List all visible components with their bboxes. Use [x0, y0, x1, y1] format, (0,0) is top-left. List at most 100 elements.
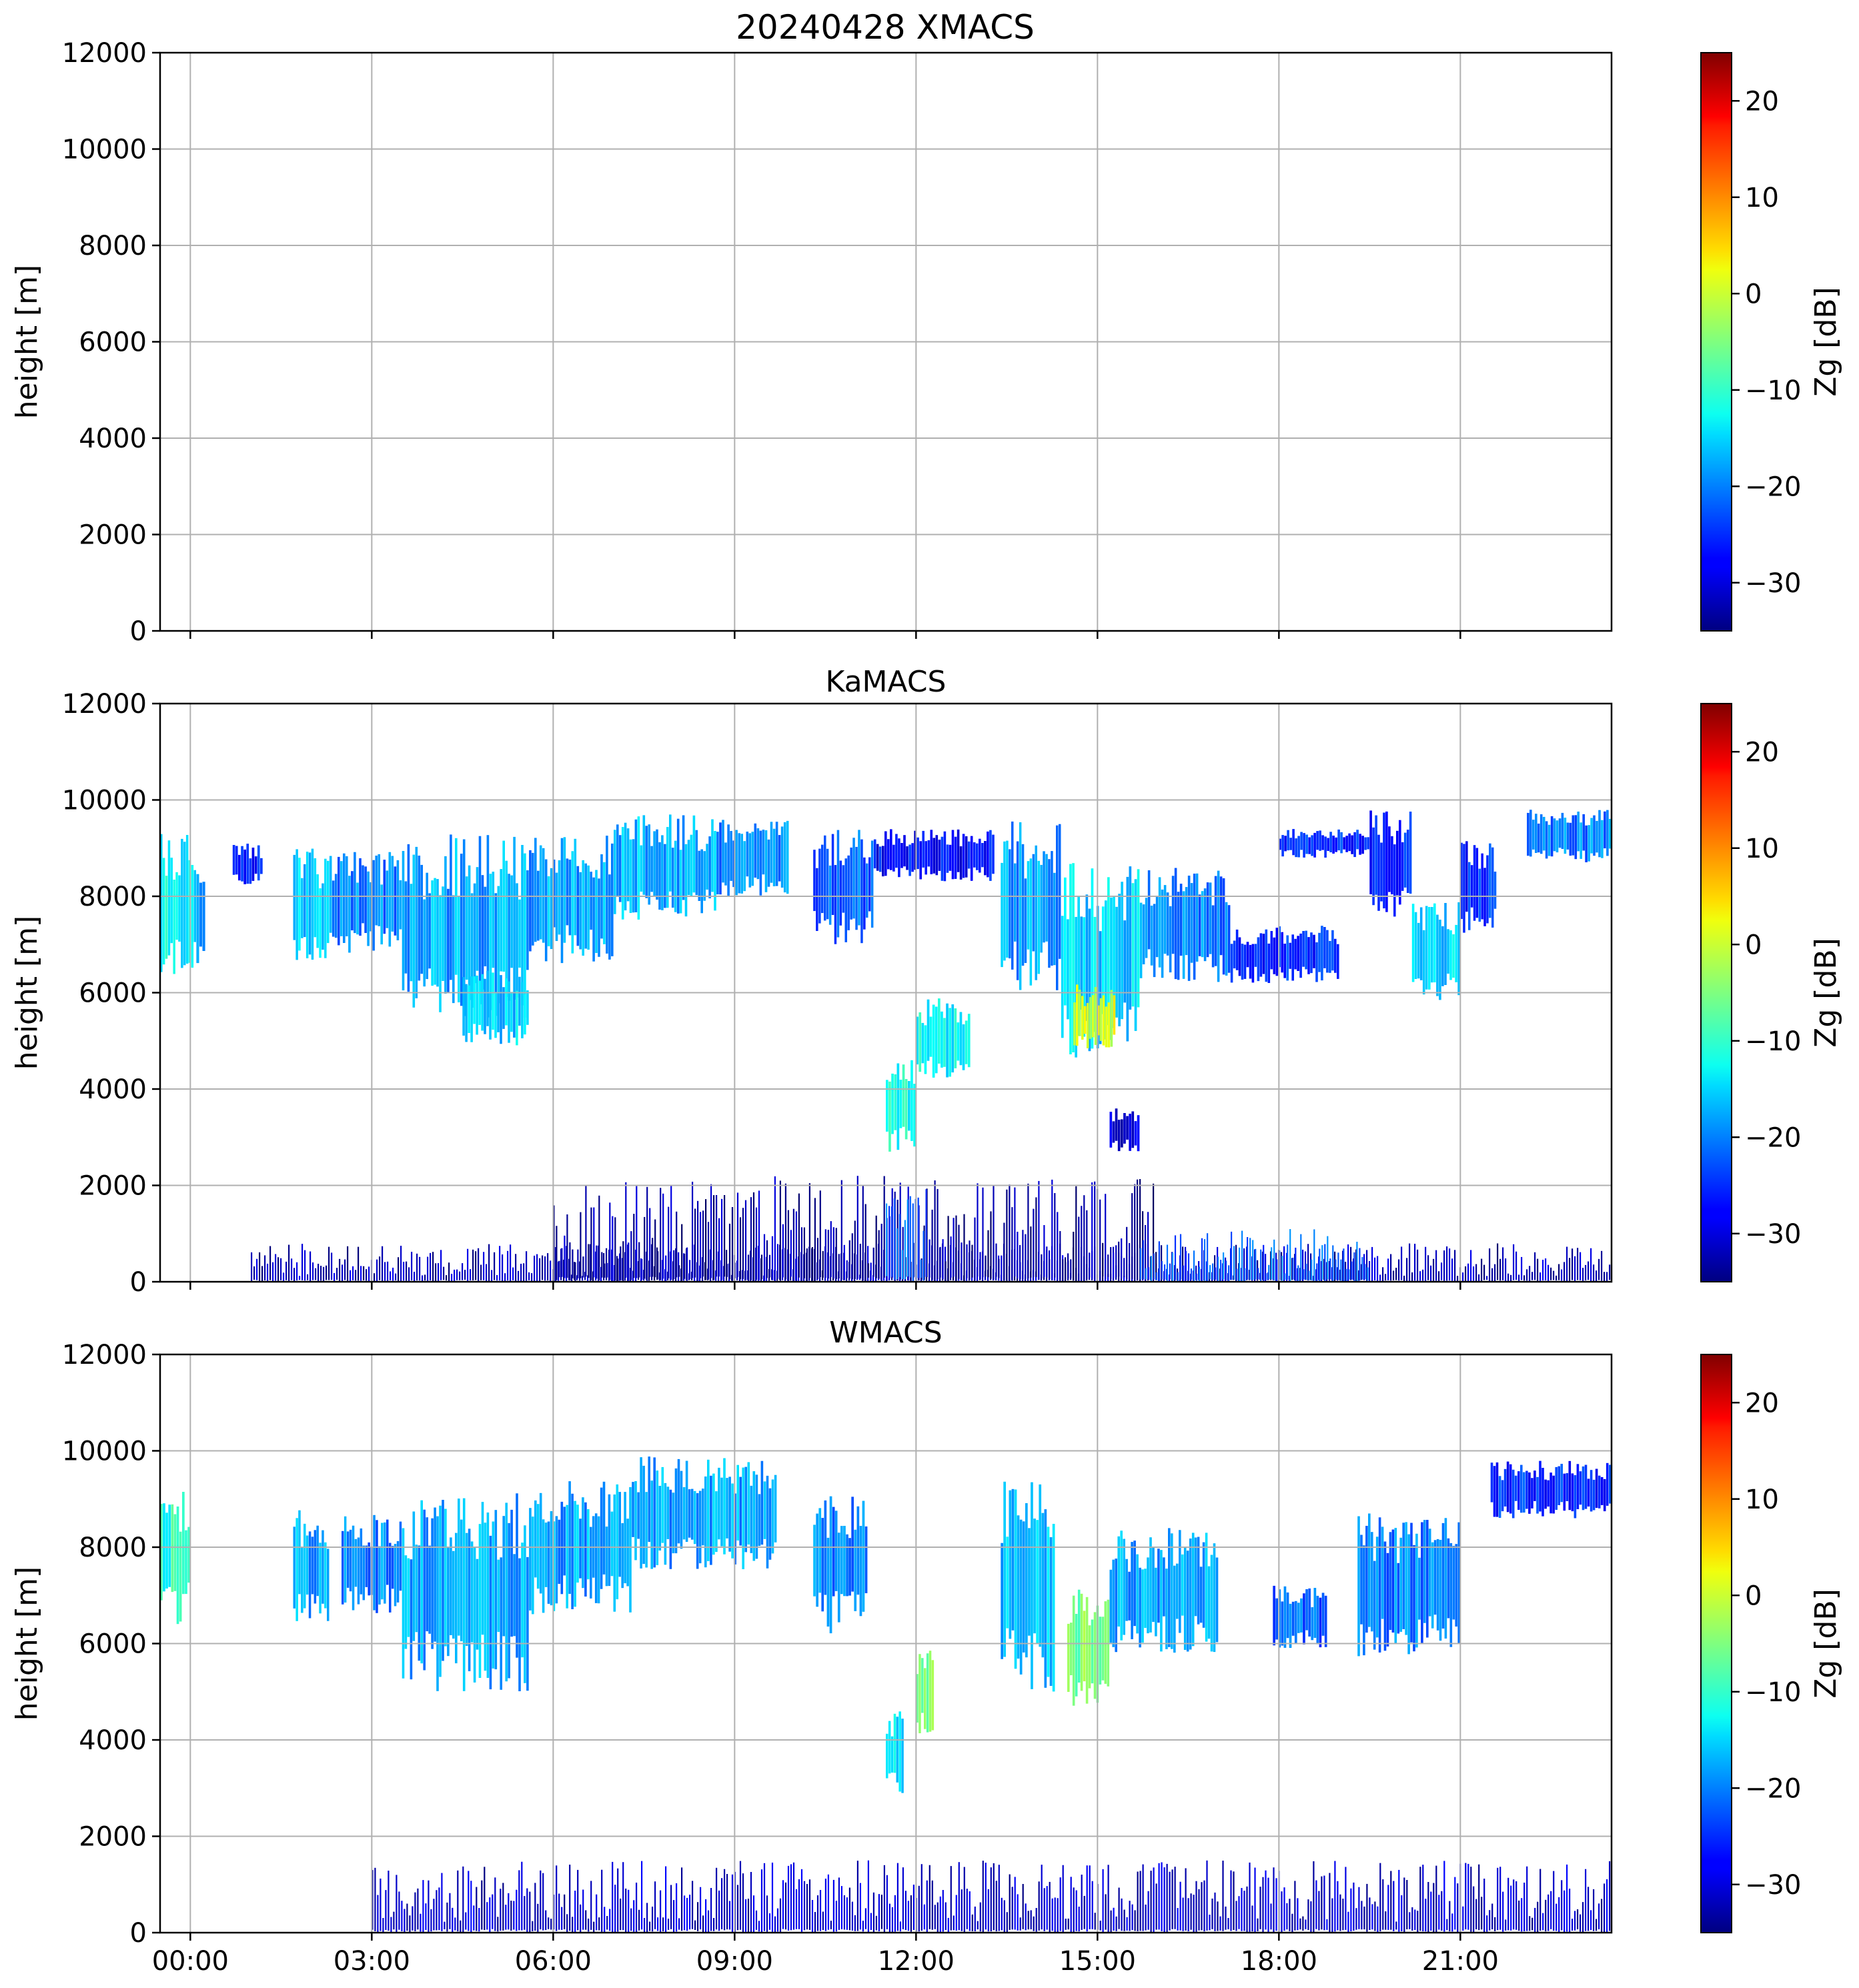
echo-column — [916, 837, 919, 870]
echo-column — [884, 831, 887, 876]
echo-column — [596, 1245, 598, 1279]
echo-column — [165, 1513, 168, 1589]
echo-column — [819, 1890, 822, 1931]
echo-column — [199, 882, 202, 947]
echo-column — [705, 1199, 707, 1280]
echo-column — [939, 1896, 941, 1933]
echo-column — [601, 1252, 603, 1278]
echo-column — [342, 1264, 344, 1282]
echo-column — [571, 1274, 573, 1282]
echo-column — [1190, 883, 1193, 963]
echo-column — [165, 876, 168, 959]
echo-column — [1145, 1268, 1147, 1280]
echo-column — [1080, 1593, 1083, 1691]
echo-column — [1542, 1913, 1544, 1931]
echo-column — [624, 1492, 626, 1584]
echo-column — [1283, 944, 1286, 978]
echo-column — [380, 884, 383, 945]
echo-column — [1375, 815, 1377, 895]
echo-column — [576, 866, 580, 946]
echo-column — [1366, 1883, 1368, 1932]
echo-column — [561, 1907, 563, 1930]
echo-column — [315, 1268, 317, 1280]
echo-column — [430, 1252, 432, 1281]
echo-column — [1302, 1249, 1304, 1282]
echo-column — [516, 990, 518, 1046]
echo-column — [391, 1546, 394, 1589]
echo-25 — [251, 1243, 1611, 1282]
echo-column — [1326, 930, 1329, 973]
echo-column — [1577, 1248, 1579, 1280]
echo-column — [674, 1468, 678, 1554]
echo-column — [957, 1022, 960, 1061]
echo-column — [732, 840, 735, 888]
echo-column — [1222, 878, 1225, 975]
echo-column — [1147, 870, 1151, 950]
echo-column — [826, 1537, 830, 1627]
echo-column — [626, 1519, 629, 1587]
echo-column — [893, 1713, 896, 1773]
echo-column — [730, 831, 732, 881]
echo-column — [1105, 1194, 1107, 1280]
echo-column — [628, 1242, 630, 1281]
echo-column — [1339, 1269, 1341, 1281]
echo-column — [937, 1188, 939, 1280]
echo-column — [679, 850, 682, 914]
echo-column — [318, 1264, 320, 1282]
echo-column — [1334, 938, 1337, 973]
echo-column — [1596, 1270, 1598, 1282]
echo-column — [1238, 1896, 1240, 1929]
echo-column — [912, 1203, 914, 1282]
echo-column — [830, 1221, 832, 1277]
echo-column — [1553, 1871, 1555, 1931]
echo-column — [950, 1866, 952, 1931]
echo-column — [1251, 944, 1255, 983]
echo-column — [539, 845, 542, 940]
colorbar-tick-label: 0 — [1745, 279, 1762, 309]
echo-column — [1171, 1869, 1173, 1929]
echo-column — [827, 1874, 829, 1930]
echo-column — [1044, 1509, 1047, 1688]
echo-column — [1414, 1909, 1416, 1930]
echo-column — [400, 1246, 402, 1281]
echo-column — [502, 1883, 504, 1931]
echo-column — [1006, 1912, 1008, 1933]
echo-column — [1430, 1891, 1432, 1931]
echo-column — [1315, 1880, 1317, 1929]
echo-column — [1173, 1565, 1176, 1653]
echo-column — [444, 1509, 447, 1647]
echo-column — [1593, 1264, 1595, 1282]
echo-column — [921, 1022, 924, 1064]
echo-column — [235, 846, 238, 875]
echo-column — [1115, 1916, 1117, 1931]
echo-column — [1078, 1216, 1080, 1282]
echo-column — [636, 1883, 638, 1933]
echo-column — [1515, 1881, 1517, 1930]
echo-column — [283, 1272, 285, 1282]
echo-column — [1252, 1240, 1254, 1280]
echo-column — [181, 838, 183, 968]
echo-column — [1401, 1246, 1403, 1280]
echo-column — [1510, 1274, 1512, 1282]
echo-column — [526, 990, 529, 1025]
echo-column — [1572, 815, 1575, 856]
echo-column — [433, 1899, 435, 1931]
echo-column — [1041, 1513, 1045, 1658]
echo-column — [436, 879, 439, 987]
echo-column — [521, 1861, 523, 1931]
echo-21 — [1411, 902, 1460, 1000]
echo-column — [1291, 1601, 1295, 1636]
echo-column — [1064, 877, 1067, 1006]
echo-column — [958, 1224, 960, 1279]
echo-column — [1561, 812, 1564, 849]
echo-column — [855, 846, 858, 930]
echo-column — [504, 1273, 506, 1282]
echo-column — [617, 1258, 619, 1282]
echo-column — [1003, 841, 1006, 961]
echo-column — [458, 896, 460, 1002]
echo-column — [731, 1207, 734, 1281]
echo-column — [1014, 863, 1017, 942]
echo-column — [993, 1186, 995, 1280]
echo-column — [677, 1458, 680, 1544]
echo-column — [808, 1879, 811, 1930]
